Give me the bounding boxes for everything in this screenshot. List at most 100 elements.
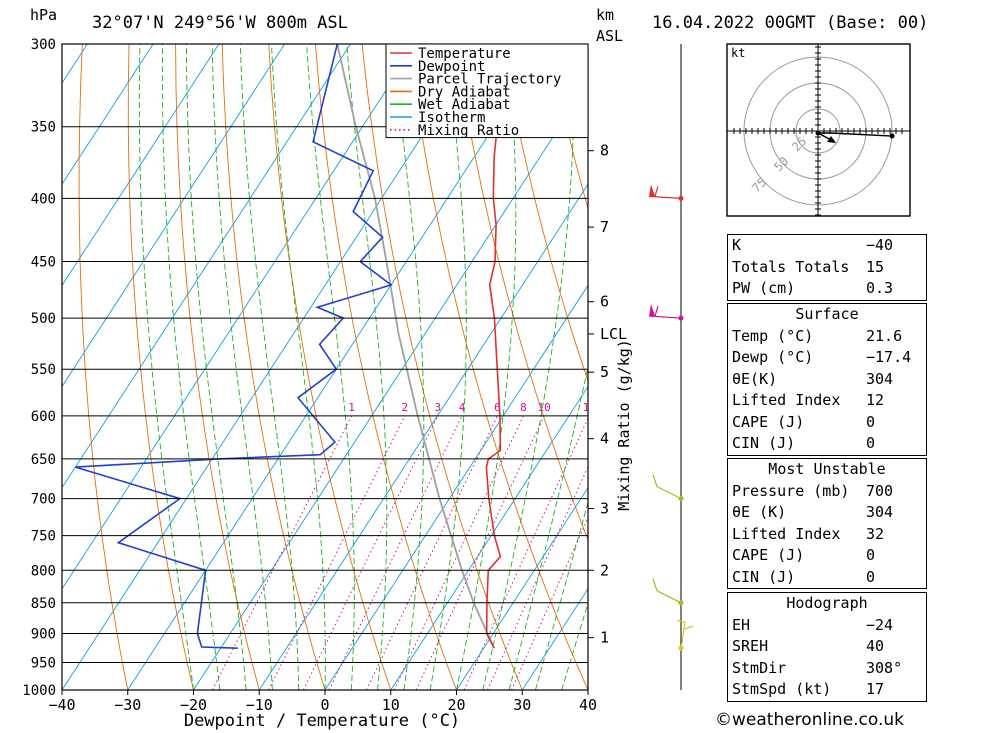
most-unstable-panel: Most Unstable Pressure (mb) 700 θE (K) 304…	[727, 458, 927, 589]
legend-label: Dry Adiabat	[418, 84, 511, 100]
hodograph-unit-label: kt	[731, 46, 745, 60]
wet-adiabat-line	[346, 44, 388, 690]
wind-barb	[676, 619, 694, 651]
mu-cin-value: 0	[866, 567, 876, 586]
mixing-ratio-line	[268, 415, 406, 690]
mu-theta-value: 304	[866, 503, 894, 521]
wind-barb	[648, 304, 684, 321]
temperature-tick-label: −40	[48, 696, 75, 714]
mixing-ratio-label: 4	[459, 401, 466, 414]
wind-barb-flag	[649, 304, 655, 317]
totals-totals-label: Totals Totals	[732, 257, 850, 276]
temperature-tick-label: −30	[114, 696, 141, 714]
pressure-tick-label: 500	[31, 311, 56, 327]
height-tick-label: 7	[600, 218, 609, 236]
wind-barb	[652, 474, 684, 502]
credit-link[interactable]: ©weatheronline.co.uk	[715, 710, 905, 730]
pressure-tick-label: 400	[31, 191, 56, 207]
height-tick-label: 5	[600, 363, 609, 381]
mixing-ratio-line	[302, 415, 439, 690]
height-tick-label: 8	[600, 142, 609, 160]
isotherm-line	[390, 385, 588, 690]
mu-cape-value: 0	[866, 546, 876, 564]
wind-barb-dot	[678, 645, 684, 651]
dry-adiabat-line	[221, 44, 326, 690]
wet-adiabat-line	[185, 44, 247, 690]
wind-barb-staff	[656, 486, 682, 500]
mu-cin-label: CIN (J)	[732, 567, 796, 586]
dry-adiabat-line	[921, 44, 1000, 690]
mixing-ratio-line	[393, 415, 524, 690]
wind-barb-staff	[648, 195, 682, 199]
hodograph-stats-title: Hodograph	[786, 594, 868, 612]
mu-li-value: 32	[866, 524, 885, 543]
mu-li-label: Lifted Index	[732, 524, 841, 543]
isotherm-line	[324, 284, 588, 690]
mixing-ratio-label: 16	[583, 401, 596, 414]
parcel-trajectory-line	[336, 44, 496, 649]
wet-adiabat-line	[239, 44, 300, 690]
mixing-ratio-axis-title: Mixing Ratio (g/kg)	[615, 339, 633, 511]
surface-dewp-label: Dewp (°C)	[732, 348, 814, 366]
wet-adiabat-line	[161, 44, 221, 690]
wind-barb-staff	[680, 622, 686, 649]
isotherm-line	[62, 44, 220, 287]
storm-motion-arrowhead	[827, 136, 836, 143]
wind-barb-feather	[652, 474, 658, 487]
isotherm-line	[0, 44, 22, 690]
isotherm-line	[62, 44, 154, 186]
stmdir-label: StmDir	[732, 658, 787, 677]
wind-barb-dot	[678, 496, 684, 502]
wind-barb-dot	[678, 600, 684, 606]
totals-totals-value: 15	[866, 257, 885, 276]
wind-barb	[652, 578, 684, 606]
mu-cape-label: CAPE (J)	[732, 546, 805, 564]
pressure-tick-label: 700	[31, 492, 56, 508]
eh-label: EH	[732, 615, 751, 634]
dry-adiabat-line	[314, 44, 457, 690]
legend-label: Dewpoint	[418, 59, 485, 75]
temperature-tick-label: 40	[579, 696, 597, 714]
wet-adiabat-line	[138, 44, 194, 690]
height-tick-label: 4	[600, 430, 609, 448]
stmspd-label: StmSpd (kt)	[732, 680, 832, 698]
sreh-label: SREH	[732, 637, 769, 655]
temperature-tick-label: −20	[180, 696, 207, 714]
wet-adiabat-line	[561, 601, 588, 690]
wind-barb-staff	[656, 590, 682, 604]
surface-li-label: Lifted Index	[732, 391, 841, 409]
isotherm-line	[258, 183, 588, 690]
legend-label: Isotherm	[418, 110, 485, 126]
wet-adiabat-line	[429, 44, 467, 690]
mixing-ratio-label: 2	[401, 401, 408, 414]
pressure-tick-label: 900	[31, 627, 56, 643]
temperature-tick-label: 0	[320, 696, 329, 714]
temperature-line	[477, 44, 502, 649]
mixing-ratio-label: 8	[520, 401, 527, 414]
k-index-value: −40	[866, 236, 894, 254]
isotherm-line	[127, 44, 549, 690]
isotherm-line	[456, 486, 588, 690]
wet-adiabat-line	[271, 44, 326, 690]
legend-label: Mixing Ratio	[418, 123, 519, 139]
wind-barb-staff	[648, 315, 682, 319]
wind-barb-dot	[678, 315, 684, 321]
pressure-tick-label: 350	[31, 120, 56, 136]
indices-panel: K −40 Totals Totals 15 PW (cm) 0.3	[727, 234, 927, 301]
wet-adiabat-line	[211, 44, 273, 690]
surface-theta-value: 304	[866, 369, 894, 388]
wind-barb-dot	[678, 195, 684, 201]
sreh-value: 40	[866, 637, 885, 655]
dewpoint-line	[75, 44, 393, 649]
surface-li-value: 12	[866, 391, 885, 409]
mu-pressure-label: Pressure (mb)	[732, 481, 850, 500]
dry-adiabat-line	[361, 44, 523, 690]
pressure-unit-label: hPa	[30, 6, 57, 24]
mixing-ratio-line	[328, 415, 463, 690]
x-axis-title: Dewpoint / Temperature (°C)	[184, 711, 460, 731]
pressure-tick-label: 950	[31, 656, 56, 672]
most-unstable-title: Most Unstable	[768, 460, 886, 478]
isotherm-line	[62, 44, 483, 690]
